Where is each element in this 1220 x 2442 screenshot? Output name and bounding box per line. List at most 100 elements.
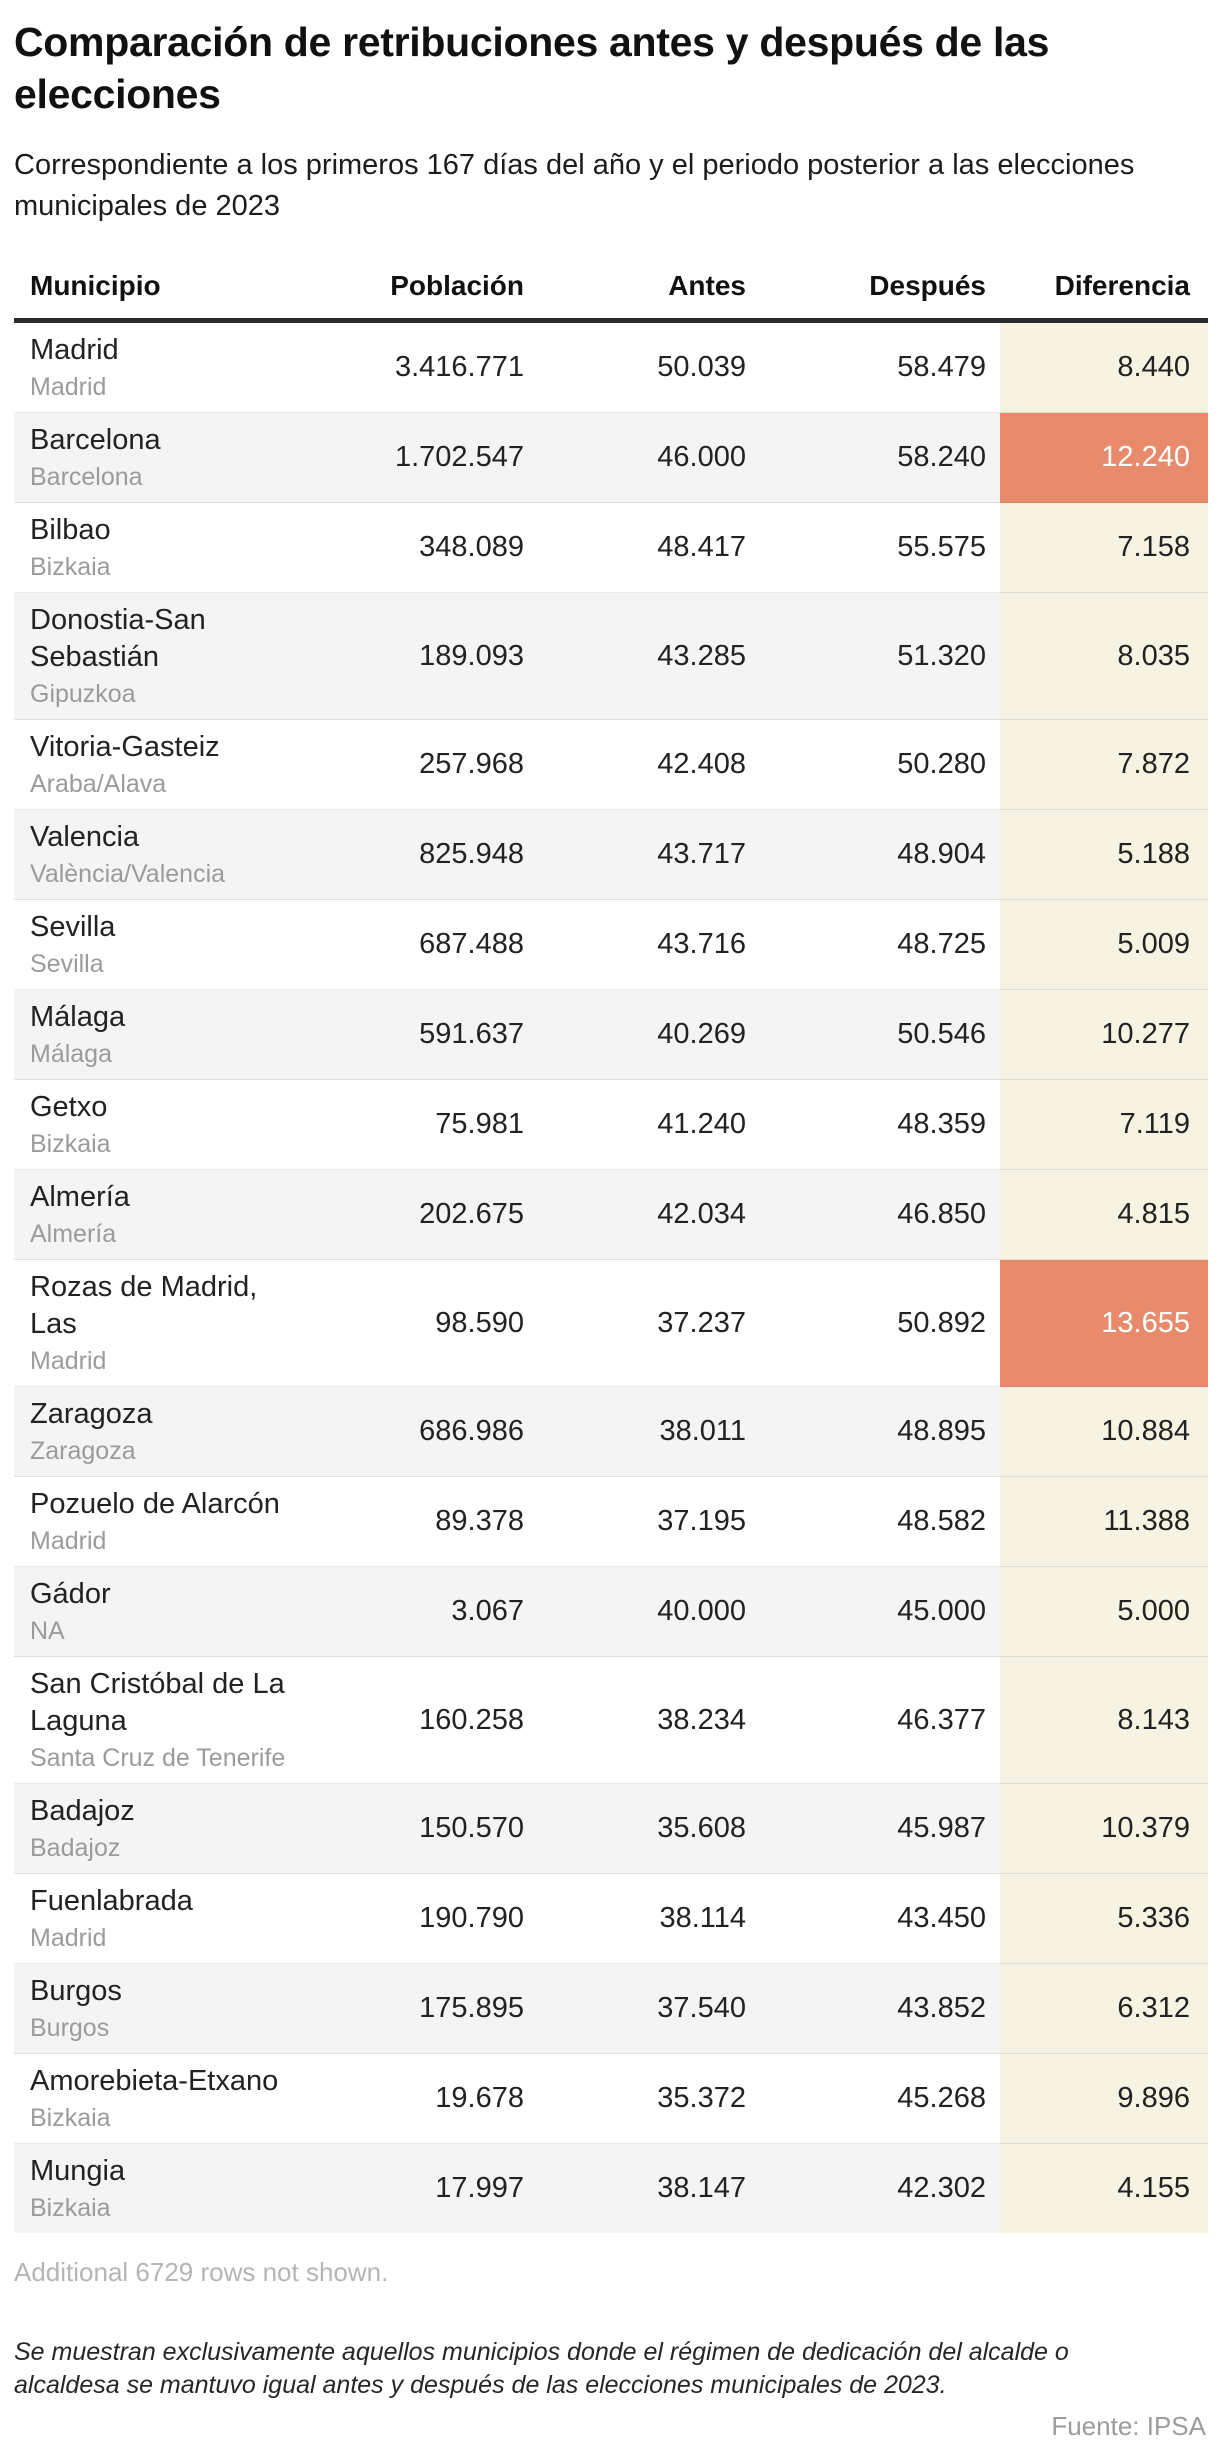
table-row: Badajoz Badajoz 150.570 35.608 45.987 10… — [14, 1783, 1208, 1874]
table-row: Mungia Bizkaia 17.997 38.147 42.302 4.15… — [14, 2143, 1208, 2234]
municipality-cell: Almería Almería — [14, 1169, 326, 1260]
table-row: Almería Almería 202.675 42.034 46.850 4.… — [14, 1169, 1208, 1260]
municipality-name: Almería — [30, 1181, 130, 1214]
page-subtitle: Correspondiente a los primeros 167 días … — [14, 148, 1135, 222]
population-cell: 175.895 — [326, 1963, 538, 2054]
diferencia-cell: 5.336 — [1000, 1873, 1208, 1964]
antes-cell: 38.011 — [538, 1386, 760, 1477]
municipality-cell: Getxo Bizkaia — [14, 1079, 326, 1170]
municipality-name: Getxo — [30, 1091, 108, 1124]
municipality-cell: Fuenlabrada Madrid — [14, 1873, 326, 1964]
antes-cell: 48.417 — [538, 502, 760, 593]
population-cell: 1.702.547 — [326, 412, 538, 503]
diferencia-cell: 7.872 — [1000, 719, 1208, 810]
province-label: Madrid — [30, 1527, 107, 1556]
population-cell: 98.590 — [326, 1259, 538, 1387]
despues-cell: 55.575 — [760, 502, 1000, 593]
diferencia-cell: 7.119 — [1000, 1079, 1208, 1170]
table-row: Amorebieta-Etxano Bizkaia 19.678 35.372 … — [14, 2053, 1208, 2144]
province-label: Madrid — [30, 1924, 107, 1953]
population-cell: 75.981 — [326, 1079, 538, 1170]
municipality-name: Sevilla — [30, 911, 116, 944]
column-header-municipio: Municipio — [14, 266, 326, 324]
antes-cell: 40.000 — [538, 1566, 760, 1657]
despues-cell: 51.320 — [760, 592, 1000, 720]
municipality-cell: San Cristóbal de La Laguna Santa Cruz de… — [14, 1656, 326, 1784]
province-label: Almería — [30, 1220, 117, 1249]
municipality-cell: Valencia València/Valencia — [14, 809, 326, 900]
population-cell: 825.948 — [326, 809, 538, 900]
municipality-name: Donostia-San Sebastián — [30, 604, 206, 674]
diferencia-cell: 8.035 — [1000, 592, 1208, 720]
table-row: Bilbao Bizkaia 348.089 48.417 55.575 7.1… — [14, 502, 1208, 593]
municipality-cell: Rozas de Madrid, Las Madrid — [14, 1259, 326, 1387]
despues-cell: 48.582 — [760, 1476, 1000, 1567]
municipality-name: Zaragoza — [30, 1398, 153, 1431]
despues-cell: 45.268 — [760, 2053, 1000, 2144]
population-cell: 190.790 — [326, 1873, 538, 1964]
despues-cell: 58.240 — [760, 412, 1000, 503]
antes-cell: 38.147 — [538, 2143, 760, 2234]
province-label: Badajoz — [30, 1834, 121, 1863]
table-header: Municipio Población Antes Después Difere… — [14, 266, 1208, 324]
province-label: Bizkaia — [30, 2104, 111, 2133]
antes-cell: 35.372 — [538, 2053, 760, 2144]
despues-cell: 48.904 — [760, 809, 1000, 900]
diferencia-cell: 4.815 — [1000, 1169, 1208, 1260]
antes-cell: 50.039 — [657, 351, 746, 384]
diferencia-cell: 12.240 — [1000, 412, 1208, 503]
rows-not-shown-note: Additional 6729 rows not shown. — [14, 2257, 389, 2288]
antes-cell: 43.716 — [538, 899, 760, 990]
despues-cell: 43.450 — [760, 1873, 1000, 1964]
antes-cell: 37.237 — [538, 1259, 760, 1387]
province-label: Santa Cruz de Tenerife — [30, 1744, 286, 1773]
table-header-row: Municipio Población Antes Después Difere… — [14, 266, 1208, 324]
antes-cell: 37.195 — [538, 1476, 760, 1567]
municipality-name: Rozas de Madrid, Las — [30, 1271, 258, 1341]
diferencia-cell: 5.009 — [1000, 899, 1208, 990]
municipality-cell: Málaga Málaga — [14, 989, 326, 1080]
municipality-cell: Bilbao Bizkaia — [14, 502, 326, 593]
table-row: Burgos Burgos 175.895 37.540 43.852 6.31… — [14, 1963, 1208, 2054]
municipality-name: Málaga — [30, 1001, 126, 1034]
antes-cell: 43.285 — [538, 592, 760, 720]
municipality-name: Mungia — [30, 2155, 126, 2188]
page-title: Comparación de retribuciones antes y des… — [14, 19, 1050, 118]
municipality-cell: Zaragoza Zaragoza — [14, 1386, 326, 1477]
antes-cell: 42.408 — [538, 719, 760, 810]
diferencia-cell: 10.379 — [1000, 1783, 1208, 1874]
municipality-name: Badajoz — [30, 1795, 135, 1828]
municipality-cell: Madrid Madrid — [14, 321, 326, 413]
province-label: València/Valencia — [30, 860, 226, 889]
antes-cell: 40.269 — [538, 989, 760, 1080]
antes-cell: 37.540 — [538, 1963, 760, 2054]
population-cell: 257.968 — [326, 719, 538, 810]
despues-cell: 48.895 — [760, 1386, 1000, 1477]
diferencia-cell: 6.312 — [1000, 1963, 1208, 2054]
population-cell: 189.093 — [326, 592, 538, 720]
population-cell: 17.997 — [326, 2143, 538, 2234]
province-label: Gipuzkoa — [30, 680, 136, 709]
diferencia-cell: 7.158 — [1000, 502, 1208, 593]
table-row: Donostia-San Sebastián Gipuzkoa 189.093 … — [14, 592, 1208, 720]
municipality-cell: Badajoz Badajoz — [14, 1783, 326, 1874]
population-cell: 3.416.771 — [394, 351, 524, 384]
despues-cell: 46.850 — [760, 1169, 1000, 1260]
methodology-note: Se muestran exclusivamente aquellos muni… — [14, 2338, 1069, 2400]
province-label: Bizkaia — [30, 553, 111, 582]
column-header-diferencia: Diferencia — [1000, 266, 1208, 324]
province-label: Madrid — [30, 1347, 107, 1376]
municipality-cell: Donostia-San Sebastián Gipuzkoa — [14, 592, 326, 720]
population-cell: 591.637 — [326, 989, 538, 1080]
population-cell: 687.488 — [326, 899, 538, 990]
population-cell: 348.089 — [326, 502, 538, 593]
municipality-name: Burgos — [30, 1975, 122, 2008]
diferencia-cell: 4.155 — [1000, 2143, 1208, 2234]
table-row: Zaragoza Zaragoza 686.986 38.011 48.895 … — [14, 1386, 1208, 1477]
population-cell: 202.675 — [326, 1169, 538, 1260]
table-row: Málaga Málaga 591.637 40.269 50.546 10.2… — [14, 989, 1208, 1080]
table-row: San Cristóbal de La Laguna Santa Cruz de… — [14, 1656, 1208, 1784]
municipality-name: San Cristóbal de La Laguna — [30, 1668, 285, 1738]
province-label: Málaga — [30, 1040, 112, 1069]
